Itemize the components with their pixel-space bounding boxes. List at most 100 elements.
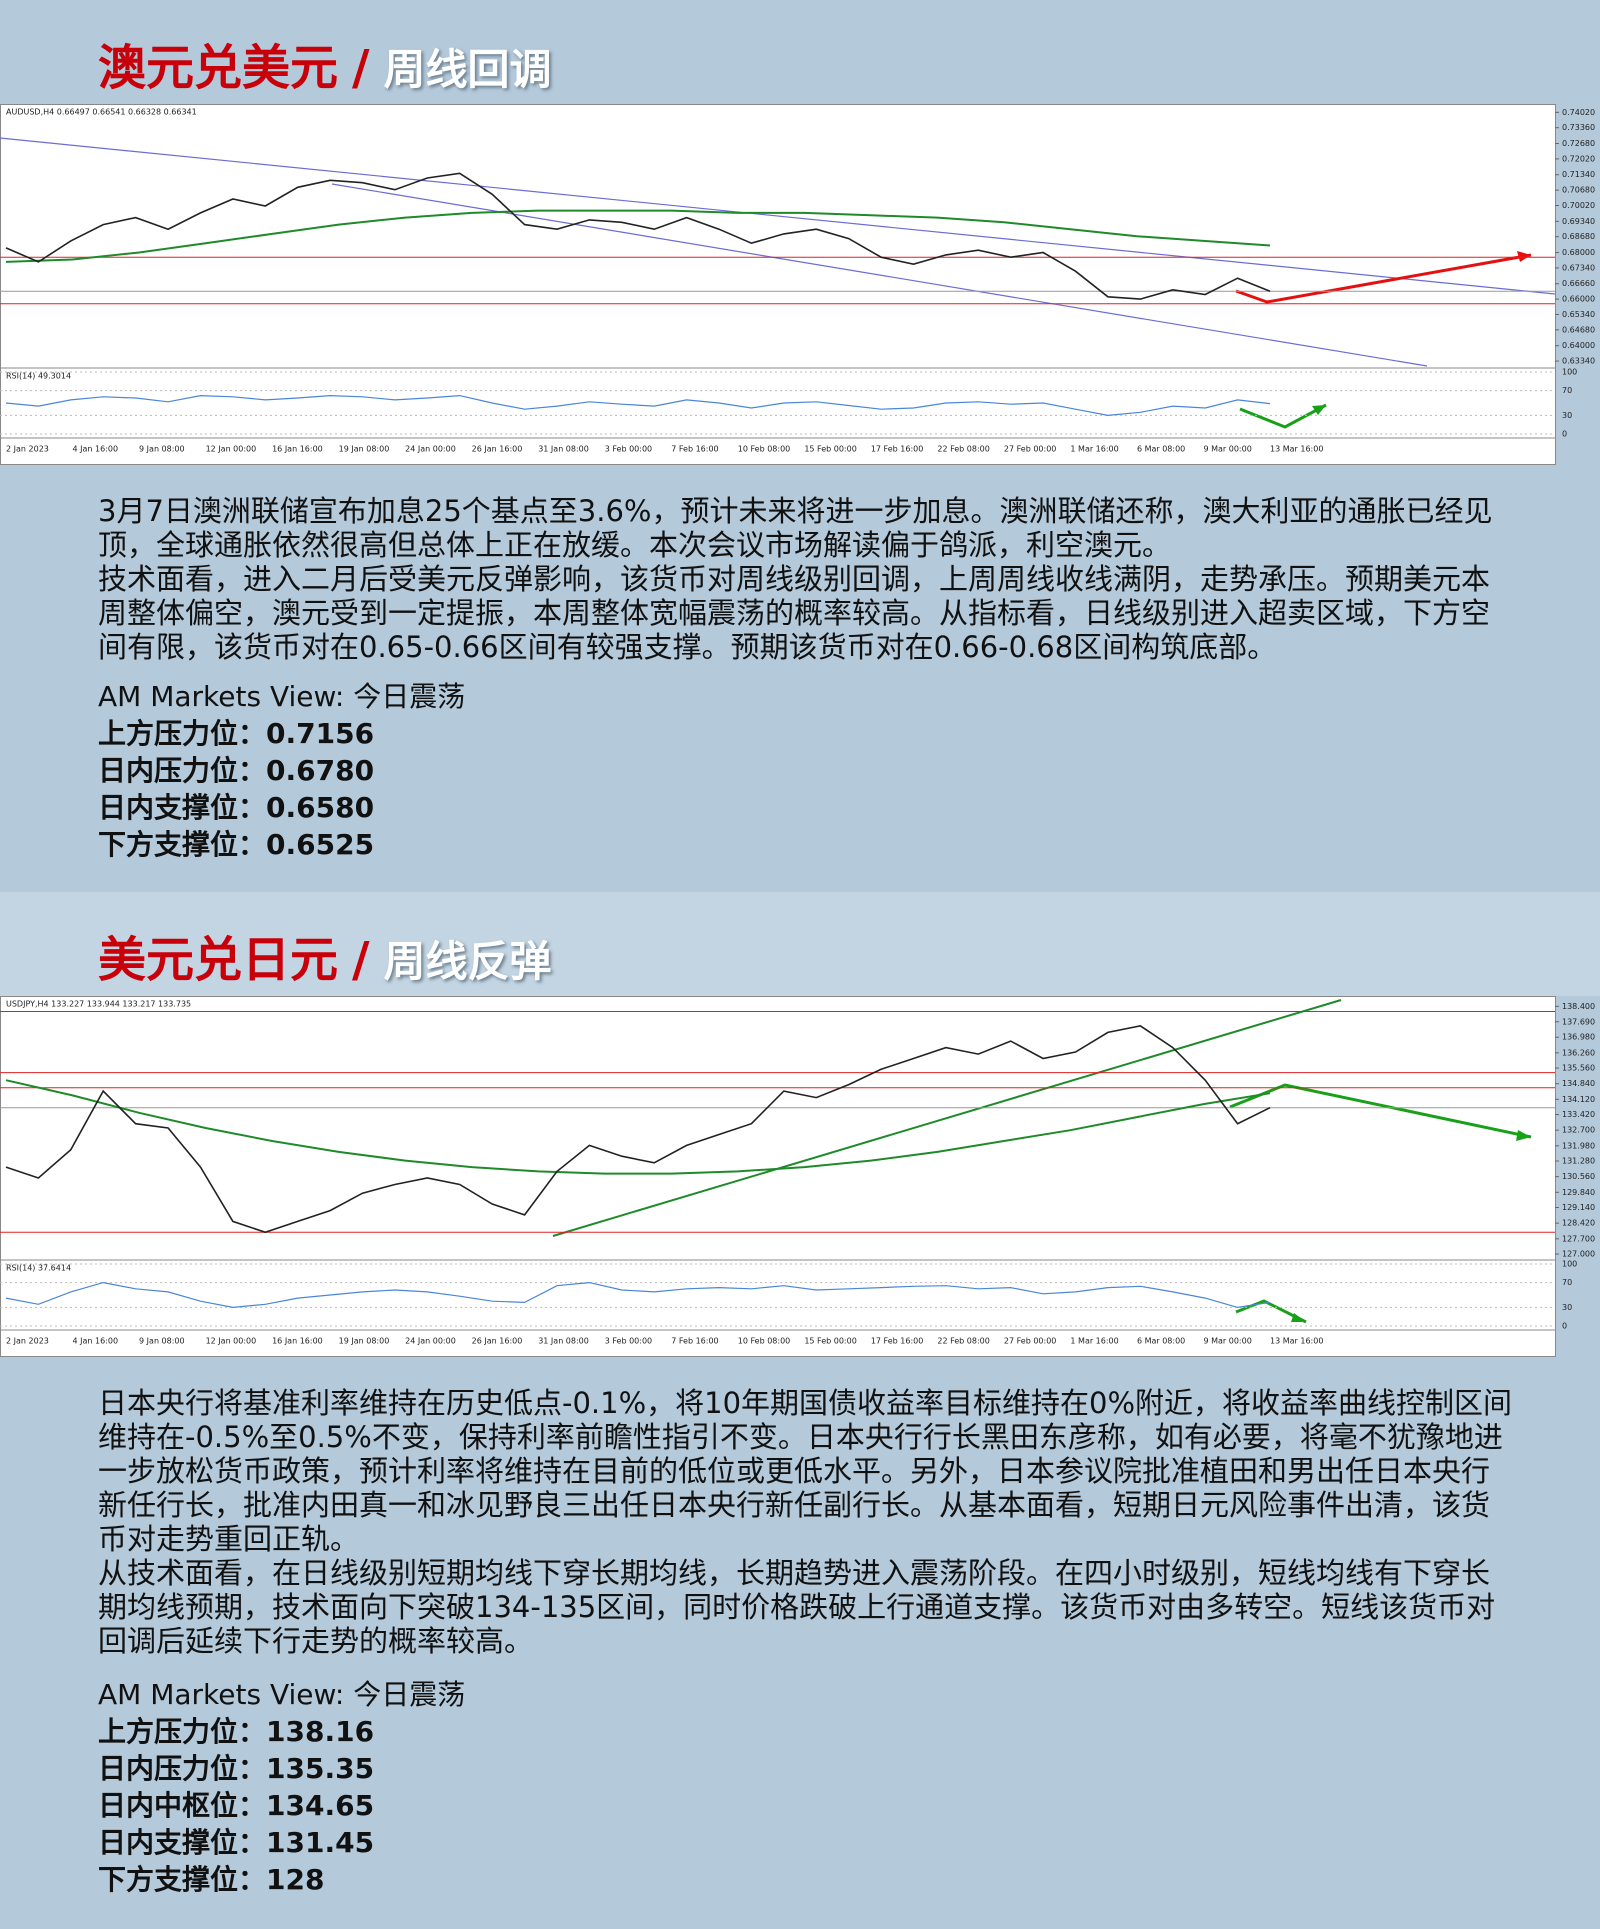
- y-tick-label: 0.68680: [1562, 232, 1595, 241]
- x-tick-label: 17 Feb 16:00: [871, 1337, 923, 1346]
- x-tick-label: 9 Jan 08:00: [139, 445, 185, 454]
- body-text: 日本央行将基准利率维持在历史低点-0.1%，将10年期国债收益率目标维持在0%附…: [98, 1386, 1513, 1658]
- subtitle: 周线回调: [383, 45, 552, 94]
- x-tick-label: 7 Feb 16:00: [671, 1337, 718, 1346]
- y-tick-label: 0.64000: [1562, 341, 1595, 350]
- slash: /: [352, 40, 370, 96]
- y-tick-label: 0.72680: [1562, 139, 1595, 148]
- rsi-tick-label: 70: [1562, 1278, 1572, 1287]
- rsi-label: RSI(14) 37.6414: [6, 1264, 71, 1273]
- view-label: AM Markets View: 今日震荡: [98, 1678, 466, 1711]
- y-tick-label: 137.690: [1562, 1017, 1595, 1026]
- x-tick-label: 27 Feb 00:00: [1004, 1337, 1056, 1346]
- x-tick-label: 16 Jan 16:00: [272, 1337, 323, 1346]
- x-tick-label: 17 Feb 16:00: [871, 445, 923, 454]
- y-tick-label: 0.66660: [1562, 279, 1595, 288]
- x-tick-label: 31 Jan 08:00: [538, 445, 589, 454]
- x-tick-label: 16 Jan 16:00: [272, 445, 323, 454]
- y-tick-label: 0.71340: [1562, 170, 1595, 179]
- x-tick-label: 1 Mar 16:00: [1070, 1337, 1118, 1346]
- y-tick-label: 129.840: [1562, 1188, 1595, 1197]
- title: 美元兑日元: [98, 932, 339, 988]
- view-label: AM Markets View: 今日震荡: [98, 680, 466, 713]
- y-tick-label: 0.72020: [1562, 154, 1595, 163]
- y-tick-label: 134.840: [1562, 1079, 1595, 1088]
- x-tick-label: 6 Mar 08:00: [1137, 445, 1185, 454]
- y-tick-label: 0.74020: [1562, 108, 1595, 117]
- y-tick-label: 0.64680: [1562, 325, 1595, 334]
- rsi-tick-label: 0: [1562, 1322, 1567, 1331]
- body-text: 3月7日澳洲联储宣布加息25个基点至3.6%，预计未来将进一步加息。澳洲联储还称…: [98, 494, 1513, 664]
- chart: USDJPY,H4 133.227 133.944 133.217 133.73…: [0, 996, 1595, 1357]
- x-tick-label: 3 Feb 00:00: [605, 1337, 652, 1346]
- rsi-line: [5, 1281, 1271, 1309]
- x-tick-label: 9 Mar 00:00: [1203, 1337, 1251, 1346]
- rsi-label: RSI(14) 49.3014: [6, 372, 71, 381]
- x-tick-label: 24 Jan 00:00: [405, 445, 456, 454]
- level: 日内压力位：135.35: [98, 1752, 375, 1785]
- x-tick-label: 2 Jan 2023: [6, 1337, 49, 1346]
- level: 上方压力位：0.7156: [98, 717, 375, 750]
- paragraph: 技术面看，进入二月后受美元反弹影响，该货币对周线级别回调，上周周线收线满阴，走势…: [98, 562, 1491, 664]
- level: 日内支撑位：0.6580: [98, 791, 375, 824]
- y-tick-label: 0.65340: [1562, 310, 1595, 319]
- view: AM Markets View: 今日震荡 上方压力位：0.7156 日内压力位：0…: [98, 678, 465, 863]
- level: 日内支撑位：131.45: [98, 1826, 375, 1859]
- y-tick-label: 0.73360: [1562, 123, 1595, 132]
- y-tick-label: 136.980: [1562, 1033, 1595, 1042]
- price-line: [5, 172, 1271, 300]
- chart-header: USDJPY,H4 133.227 133.944 133.217 133.73…: [6, 1000, 191, 1009]
- x-tick-label: 13 Mar 16:00: [1270, 445, 1323, 454]
- x-tick-label: 26 Jan 16:00: [472, 445, 523, 454]
- paragraph: 日本央行将基准利率维持在历史低点-0.1%，将10年期国债收益率目标维持在0%附…: [98, 1386, 1513, 1556]
- y-tick-label: 136.260: [1562, 1048, 1595, 1057]
- section-title: 美元兑日元 / 周线反弹: [98, 930, 552, 992]
- x-tick-label: 19 Jan 08:00: [339, 445, 390, 454]
- x-tick-label: 22 Feb 08:00: [937, 445, 989, 454]
- x-tick-label: 2 Jan 2023: [6, 445, 49, 454]
- rsi-tick-label: 0: [1562, 430, 1567, 439]
- level: 上方压力位：138.16: [98, 1715, 375, 1748]
- x-tick-label: 1 Mar 16:00: [1070, 445, 1118, 454]
- y-tick-label: 0.66000: [1562, 295, 1595, 304]
- y-tick-label: 0.63340: [1562, 357, 1595, 366]
- moving-average: [5, 1079, 1271, 1175]
- x-tick-label: 4 Jan 16:00: [73, 445, 119, 454]
- y-tick-label: 134.120: [1562, 1095, 1595, 1104]
- x-tick-label: 22 Feb 08:00: [937, 1337, 989, 1346]
- x-tick-label: 15 Feb 00:00: [804, 445, 856, 454]
- x-tick-label: 6 Mar 08:00: [1137, 1337, 1185, 1346]
- price-line: [5, 1025, 1271, 1234]
- y-tick-label: 0.68000: [1562, 248, 1595, 257]
- level: 日内压力位：0.6780: [98, 754, 375, 787]
- y-tick-label: 132.700: [1562, 1126, 1595, 1135]
- rsi-tick-label: 30: [1562, 1303, 1572, 1312]
- x-tick-label: 12 Jan 00:00: [206, 445, 257, 454]
- view: AM Markets View: 今日震荡 上方压力位：138.16 日内压力位：1…: [98, 1676, 465, 1898]
- rsi-tick-label: 30: [1562, 411, 1572, 420]
- x-tick-label: 26 Jan 16:00: [472, 1337, 523, 1346]
- x-tick-label: 9 Jan 08:00: [139, 1337, 185, 1346]
- slash: /: [352, 932, 370, 988]
- x-tick-label: 3 Feb 00:00: [605, 445, 652, 454]
- y-tick-label: 0.69340: [1562, 217, 1595, 226]
- x-tick-label: 13 Mar 16:00: [1270, 1337, 1323, 1346]
- x-tick-label: 4 Jan 16:00: [73, 1337, 119, 1346]
- y-tick-label: 135.560: [1562, 1064, 1595, 1073]
- y-tick-label: 0.67340: [1562, 263, 1595, 272]
- y-tick-label: 131.280: [1562, 1157, 1595, 1166]
- x-tick-label: 10 Feb 08:00: [738, 1337, 790, 1346]
- paragraph: 从技术面看，在日线级别短期均线下穿长期均线，长期趋势进入震荡阶段。在四小时级别，…: [98, 1556, 1496, 1658]
- subtitle: 周线反弹: [383, 937, 552, 986]
- y-tick-label: 138.400: [1562, 1002, 1595, 1011]
- chart-header: AUDUSD,H4 0.66497 0.66541 0.66328 0.6634…: [6, 108, 197, 117]
- rsi-line: [5, 394, 1271, 417]
- section-band: [0, 892, 1600, 996]
- y-tick-label: 131.980: [1562, 1141, 1595, 1150]
- x-tick-label: 9 Mar 00:00: [1203, 445, 1251, 454]
- y-tick-label: 0.70020: [1562, 201, 1595, 210]
- y-tick-label: 133.420: [1562, 1110, 1595, 1119]
- y-tick-label: 127.700: [1562, 1234, 1595, 1243]
- x-tick-label: 24 Jan 00:00: [405, 1337, 456, 1346]
